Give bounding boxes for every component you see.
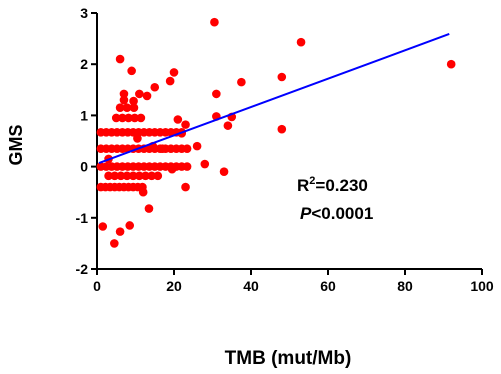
- p-value: <0.0001: [311, 204, 373, 223]
- x-tick-label: 20: [166, 278, 182, 294]
- ticks: -2 -1 0 1 2 3 0 20 40 60 80 100: [76, 5, 494, 294]
- data-point: [128, 171, 138, 181]
- data-point: [181, 182, 190, 192]
- data-point: [124, 113, 133, 123]
- data-point: [118, 113, 127, 123]
- data-point: [296, 37, 306, 47]
- data-point: [138, 182, 147, 192]
- y-tick-label: 3: [80, 5, 88, 21]
- data-point: [130, 113, 140, 123]
- data-point: [116, 171, 126, 181]
- regression-line: [98, 33, 450, 164]
- data-point: [122, 171, 132, 181]
- data-point: [110, 239, 119, 248]
- x-tick-label: 80: [397, 278, 413, 294]
- data-point: [129, 96, 138, 106]
- data-point: [181, 120, 190, 129]
- data-point: [192, 141, 202, 151]
- data-point: [135, 171, 144, 181]
- data-point: [147, 171, 156, 181]
- x-tick-label: 0: [93, 278, 101, 294]
- data-point: [104, 171, 113, 181]
- data-point: [127, 66, 136, 76]
- y-tick-label: 2: [80, 56, 88, 72]
- data-point: [135, 89, 144, 99]
- x-tick-label: 100: [470, 278, 494, 294]
- data-point: [277, 72, 287, 82]
- y-tick-label: -1: [76, 210, 89, 226]
- data-point: [98, 222, 108, 231]
- data-point: [237, 77, 246, 87]
- data-point: [219, 167, 229, 177]
- data-point: [144, 204, 154, 213]
- data-point: [200, 159, 210, 169]
- y-tick-label: 0: [80, 159, 88, 175]
- data-point: [136, 113, 146, 123]
- x-tick-label: 60: [320, 278, 336, 294]
- p-label: P: [300, 204, 312, 223]
- data-point: [210, 17, 219, 27]
- data-point: [115, 227, 125, 236]
- data-point: [125, 221, 135, 230]
- data-point: [182, 144, 192, 153]
- axes: [96, 13, 482, 270]
- data-point: [153, 171, 163, 181]
- y-axis-label: GMS: [6, 124, 26, 165]
- data-point: [150, 82, 160, 92]
- data-point: [119, 89, 129, 99]
- data-point: [165, 76, 175, 86]
- x-tick-label: 40: [243, 278, 259, 294]
- data-point: [223, 121, 233, 130]
- data-point: [173, 115, 183, 124]
- data-point: [115, 103, 125, 113]
- data-point: [277, 124, 287, 134]
- p-value-annotation: P<0.0001: [300, 204, 373, 223]
- data-points: [96, 17, 456, 248]
- r-value: =0.230: [315, 176, 367, 195]
- data-point: [169, 68, 179, 77]
- data-point: [212, 89, 221, 99]
- r-exponent: 2: [309, 175, 315, 187]
- y-tick-label: 1: [80, 107, 88, 123]
- x-axis-label: TMB (mut/Mb): [225, 348, 352, 369]
- data-point: [119, 95, 129, 105]
- data-point: [122, 103, 132, 113]
- r-label: R: [297, 176, 309, 195]
- data-point: [110, 171, 120, 181]
- data-point: [446, 59, 456, 69]
- r-squared-annotation: R2=0.230: [297, 175, 368, 195]
- y-tick-label: -2: [76, 261, 89, 277]
- data-point: [129, 103, 139, 113]
- data-point: [182, 162, 192, 171]
- data-point: [142, 91, 152, 101]
- data-point: [111, 113, 121, 123]
- data-point: [115, 54, 125, 64]
- data-point: [141, 171, 150, 181]
